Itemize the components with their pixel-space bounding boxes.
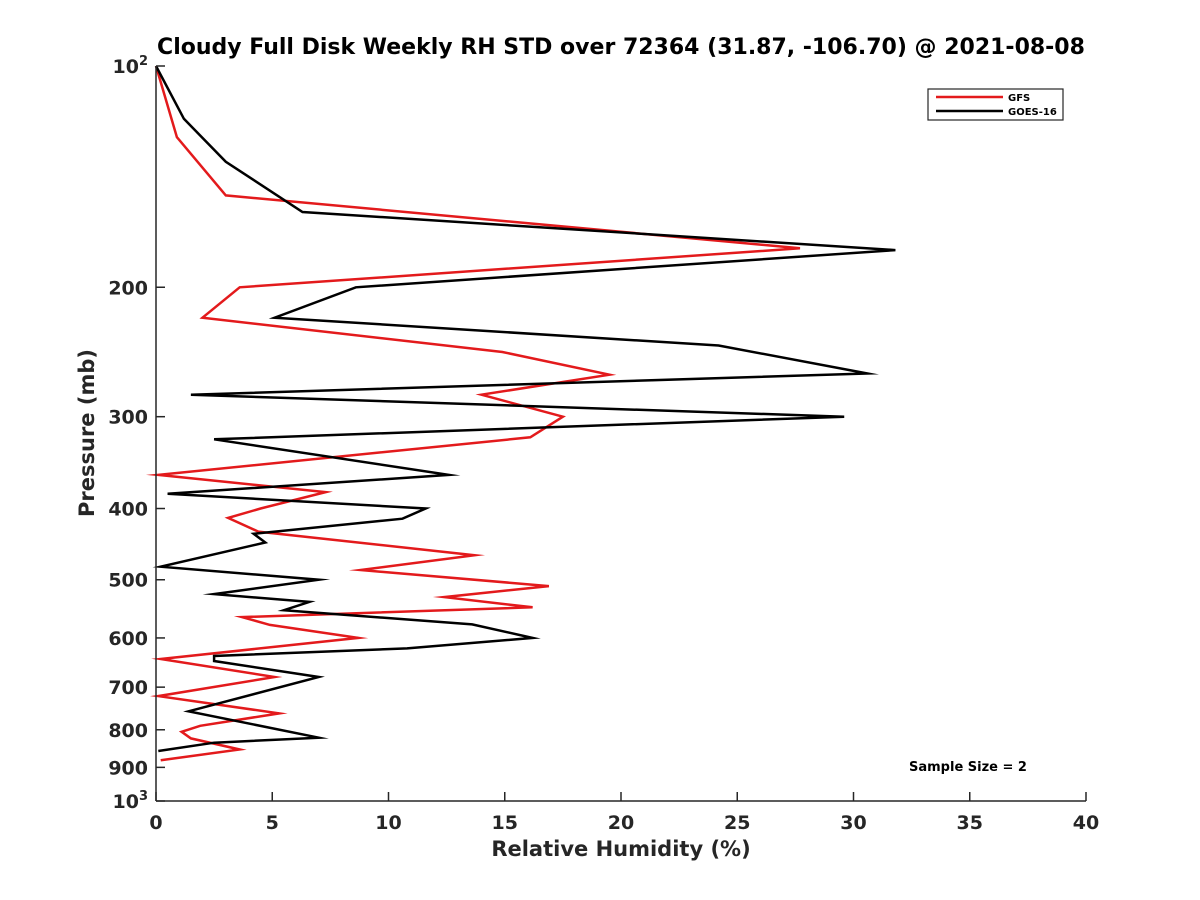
series-line-gfs bbox=[145, 65, 801, 762]
legend-label-gfs: GFS bbox=[1008, 93, 1030, 104]
x-tick-label: 5 bbox=[266, 812, 279, 834]
x-tick-label: 20 bbox=[608, 812, 634, 834]
x-tick-label: 10 bbox=[375, 812, 401, 834]
y-tick-label: 200 bbox=[108, 277, 148, 299]
legend-box bbox=[927, 88, 1064, 121]
sample-size-annotation: Sample Size = 2 bbox=[909, 760, 1027, 775]
x-ticks: 0 5 10 15 20 25 30 35 40 bbox=[149, 792, 1099, 834]
x-tick-label: 25 bbox=[724, 812, 750, 834]
x-tick-label: 40 bbox=[1073, 812, 1099, 834]
legend: GFS GOES-16 bbox=[927, 88, 1064, 121]
series-line-goes16 bbox=[152, 65, 896, 753]
y-tick-label: 700 bbox=[108, 677, 148, 699]
legend-label-goes16: GOES-16 bbox=[1008, 107, 1057, 118]
y-ticks: 102 200 300 400 500 600 700 800 900 103 bbox=[108, 54, 165, 813]
y-tick-label: 800 bbox=[108, 720, 148, 742]
y-tick-label: 300 bbox=[108, 407, 148, 429]
y-tick-label: 102 bbox=[113, 54, 149, 78]
x-axis-label: Relative Humidity (%) bbox=[491, 837, 750, 861]
x-tick-label: 0 bbox=[149, 812, 162, 834]
y-tick-label: 900 bbox=[108, 757, 148, 779]
y-axis-label: Pressure (mb) bbox=[75, 349, 99, 517]
y-tick-label: 500 bbox=[108, 570, 148, 592]
plot-area: 0 5 10 15 20 25 30 35 40 102 200 300 400 500 600 700 80… bbox=[108, 54, 1099, 834]
y-tick-label: 400 bbox=[108, 499, 148, 521]
x-tick-label: 15 bbox=[492, 812, 518, 834]
x-tick-label: 35 bbox=[957, 812, 983, 834]
series-layer bbox=[145, 65, 896, 762]
chart-title: Cloudy Full Disk Weekly RH STD over 7236… bbox=[157, 35, 1085, 60]
y-tick-label: 600 bbox=[108, 628, 148, 650]
plot-background bbox=[156, 66, 1086, 801]
x-tick-label: 30 bbox=[840, 812, 866, 834]
y-tick-label: 103 bbox=[113, 789, 149, 813]
